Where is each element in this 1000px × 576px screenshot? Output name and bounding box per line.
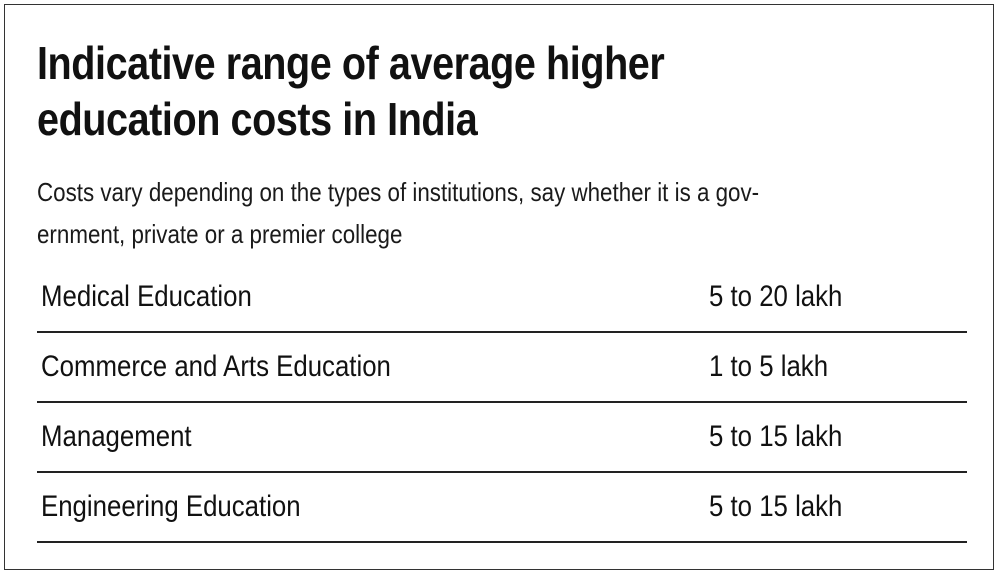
row-value: 5 to 20 lakh	[709, 280, 843, 313]
table-row: Management 5 to 15 lakh	[37, 403, 967, 473]
info-card: Indicative range of average higher educa…	[4, 4, 994, 570]
subtitle: Costs vary depending on the types of ins…	[37, 171, 974, 255]
row-value: 5 to 15 lakh	[709, 490, 843, 523]
subtitle-line-2: ernment, private or a premier college	[37, 219, 403, 249]
row-label: Engineering Education	[41, 490, 301, 523]
table-row: Medical Education 5 to 20 lakh	[37, 263, 967, 333]
row-value: 5 to 15 lakh	[709, 420, 843, 453]
row-value: 1 to 5 lakh	[709, 350, 829, 383]
page-title: Indicative range of average higher educa…	[37, 35, 957, 147]
cost-table: Medical Education 5 to 20 lakh Commerce …	[37, 263, 967, 543]
title-line-1: Indicative range of average higher	[37, 37, 665, 89]
row-label: Commerce and Arts Education	[41, 350, 391, 383]
table-row: Engineering Education 5 to 15 lakh	[37, 473, 967, 543]
row-label: Management	[41, 420, 192, 453]
table-row: Commerce and Arts Education 1 to 5 lakh	[37, 333, 967, 403]
row-label: Medical Education	[41, 280, 252, 313]
subtitle-line-1: Costs vary depending on the types of ins…	[37, 177, 760, 207]
title-line-2: education costs in India	[37, 93, 478, 145]
